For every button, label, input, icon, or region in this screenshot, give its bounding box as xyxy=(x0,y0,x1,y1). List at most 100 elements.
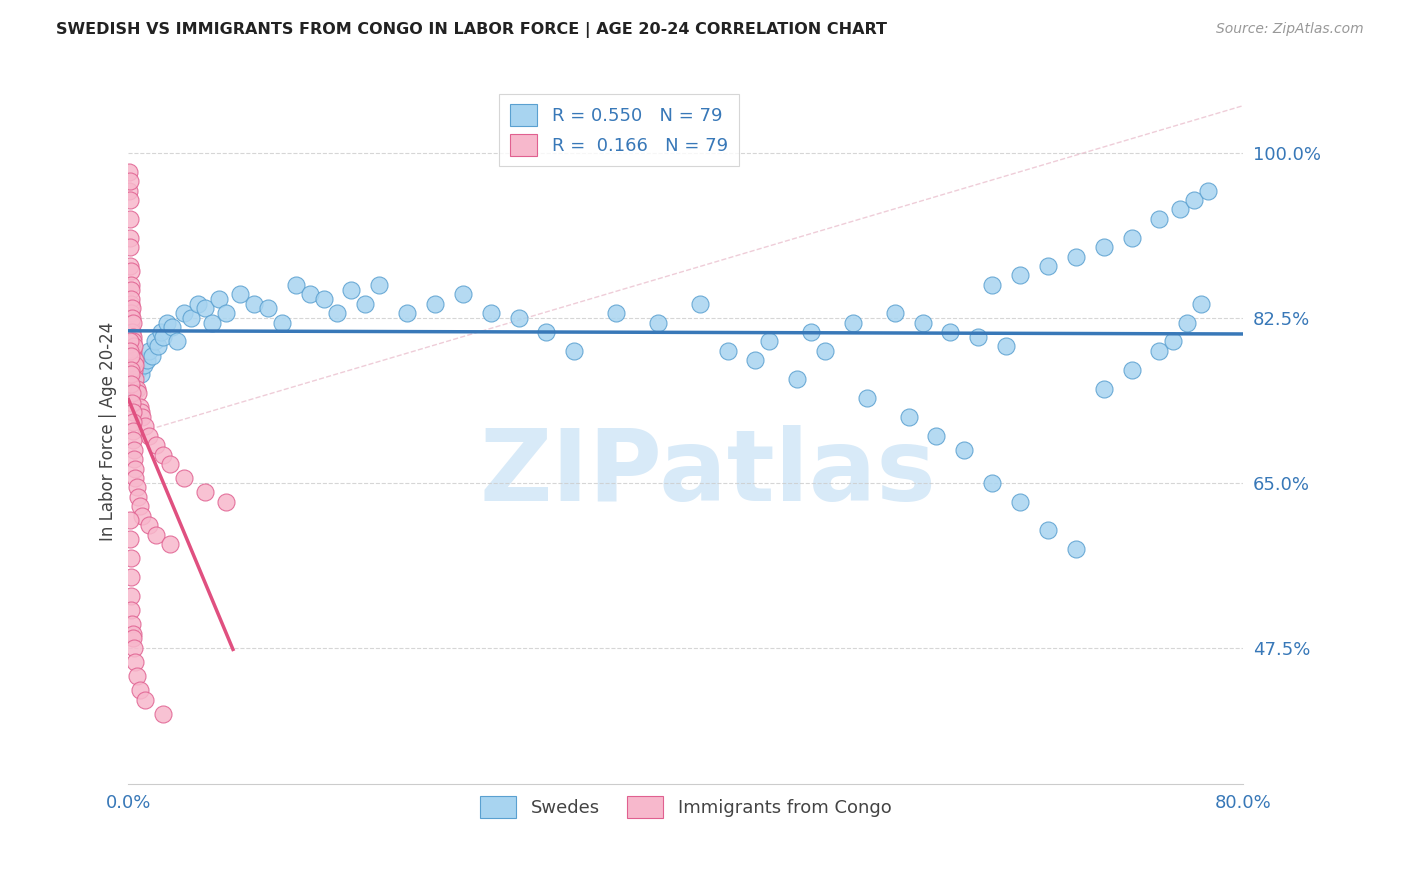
Point xyxy=(451,287,474,301)
Point xyxy=(122,434,145,448)
Point xyxy=(121,415,143,429)
Point xyxy=(120,551,142,566)
Point xyxy=(138,428,160,442)
Point xyxy=(120,570,142,584)
Point xyxy=(145,527,167,541)
Point xyxy=(1092,382,1115,396)
Point xyxy=(131,409,153,424)
Point xyxy=(118,174,141,188)
Point xyxy=(120,292,142,306)
Text: Source: ZipAtlas.com: Source: ZipAtlas.com xyxy=(1216,22,1364,37)
Point xyxy=(1149,343,1171,358)
Point xyxy=(298,287,321,301)
Point xyxy=(120,283,142,297)
Point xyxy=(121,325,143,339)
Point xyxy=(160,320,183,334)
Point xyxy=(215,306,238,320)
Point xyxy=(128,500,150,514)
Point xyxy=(396,306,419,320)
Point xyxy=(159,537,181,551)
Point xyxy=(135,353,157,368)
Point xyxy=(1064,250,1087,264)
Point xyxy=(897,409,920,424)
Point xyxy=(145,438,167,452)
Point xyxy=(166,334,188,349)
Point xyxy=(953,442,976,457)
Point xyxy=(122,442,145,457)
Point xyxy=(120,349,142,363)
Point xyxy=(270,316,292,330)
Point xyxy=(120,263,142,277)
Point xyxy=(149,325,172,339)
Point xyxy=(124,372,146,386)
Point xyxy=(1092,240,1115,254)
Point xyxy=(124,358,146,372)
Point xyxy=(120,277,142,292)
Point xyxy=(800,325,823,339)
Point xyxy=(326,306,349,320)
Point xyxy=(125,481,148,495)
Point xyxy=(208,292,231,306)
Point xyxy=(120,296,142,310)
Point xyxy=(122,452,145,467)
Point xyxy=(1197,184,1219,198)
Point xyxy=(152,706,174,721)
Point xyxy=(120,603,142,617)
Point xyxy=(120,368,142,382)
Point xyxy=(159,457,181,471)
Point xyxy=(156,316,179,330)
Point xyxy=(1175,316,1198,330)
Point xyxy=(925,428,948,442)
Point xyxy=(536,325,558,339)
Point xyxy=(152,448,174,462)
Point xyxy=(284,277,307,292)
Text: SWEDISH VS IMMIGRANTS FROM CONGO IN LABOR FORCE | AGE 20-24 CORRELATION CHART: SWEDISH VS IMMIGRANTS FROM CONGO IN LABO… xyxy=(56,22,887,38)
Point xyxy=(118,164,141,178)
Point xyxy=(121,395,143,409)
Point xyxy=(1182,193,1205,207)
Point xyxy=(215,494,238,508)
Point xyxy=(121,626,143,640)
Point xyxy=(121,617,143,632)
Point xyxy=(173,306,195,320)
Point xyxy=(1064,541,1087,556)
Point xyxy=(939,325,962,339)
Point xyxy=(758,334,780,349)
Point xyxy=(173,471,195,485)
Point xyxy=(128,683,150,698)
Point xyxy=(122,632,145,646)
Point xyxy=(120,589,142,603)
Point xyxy=(121,405,143,419)
Point xyxy=(121,316,143,330)
Point xyxy=(354,296,377,310)
Point xyxy=(716,343,738,358)
Point xyxy=(124,655,146,669)
Point xyxy=(121,310,143,325)
Text: ZIPatlas: ZIPatlas xyxy=(479,425,936,522)
Point xyxy=(647,316,669,330)
Point xyxy=(744,353,766,368)
Point xyxy=(122,362,145,376)
Point xyxy=(118,211,141,226)
Point xyxy=(243,296,266,310)
Point xyxy=(423,296,446,310)
Point xyxy=(122,349,145,363)
Point xyxy=(856,391,879,405)
Point xyxy=(122,334,145,349)
Point xyxy=(134,692,156,706)
Point xyxy=(605,306,627,320)
Point xyxy=(124,471,146,485)
Point xyxy=(125,669,148,683)
Point xyxy=(118,334,141,349)
Point xyxy=(121,343,143,358)
Point xyxy=(125,382,148,396)
Point xyxy=(121,301,143,316)
Point xyxy=(120,362,142,376)
Point xyxy=(911,316,934,330)
Point xyxy=(256,301,278,316)
Point xyxy=(689,296,711,310)
Point xyxy=(1010,268,1032,283)
Point xyxy=(562,343,585,358)
Point xyxy=(122,424,145,438)
Point xyxy=(143,334,166,349)
